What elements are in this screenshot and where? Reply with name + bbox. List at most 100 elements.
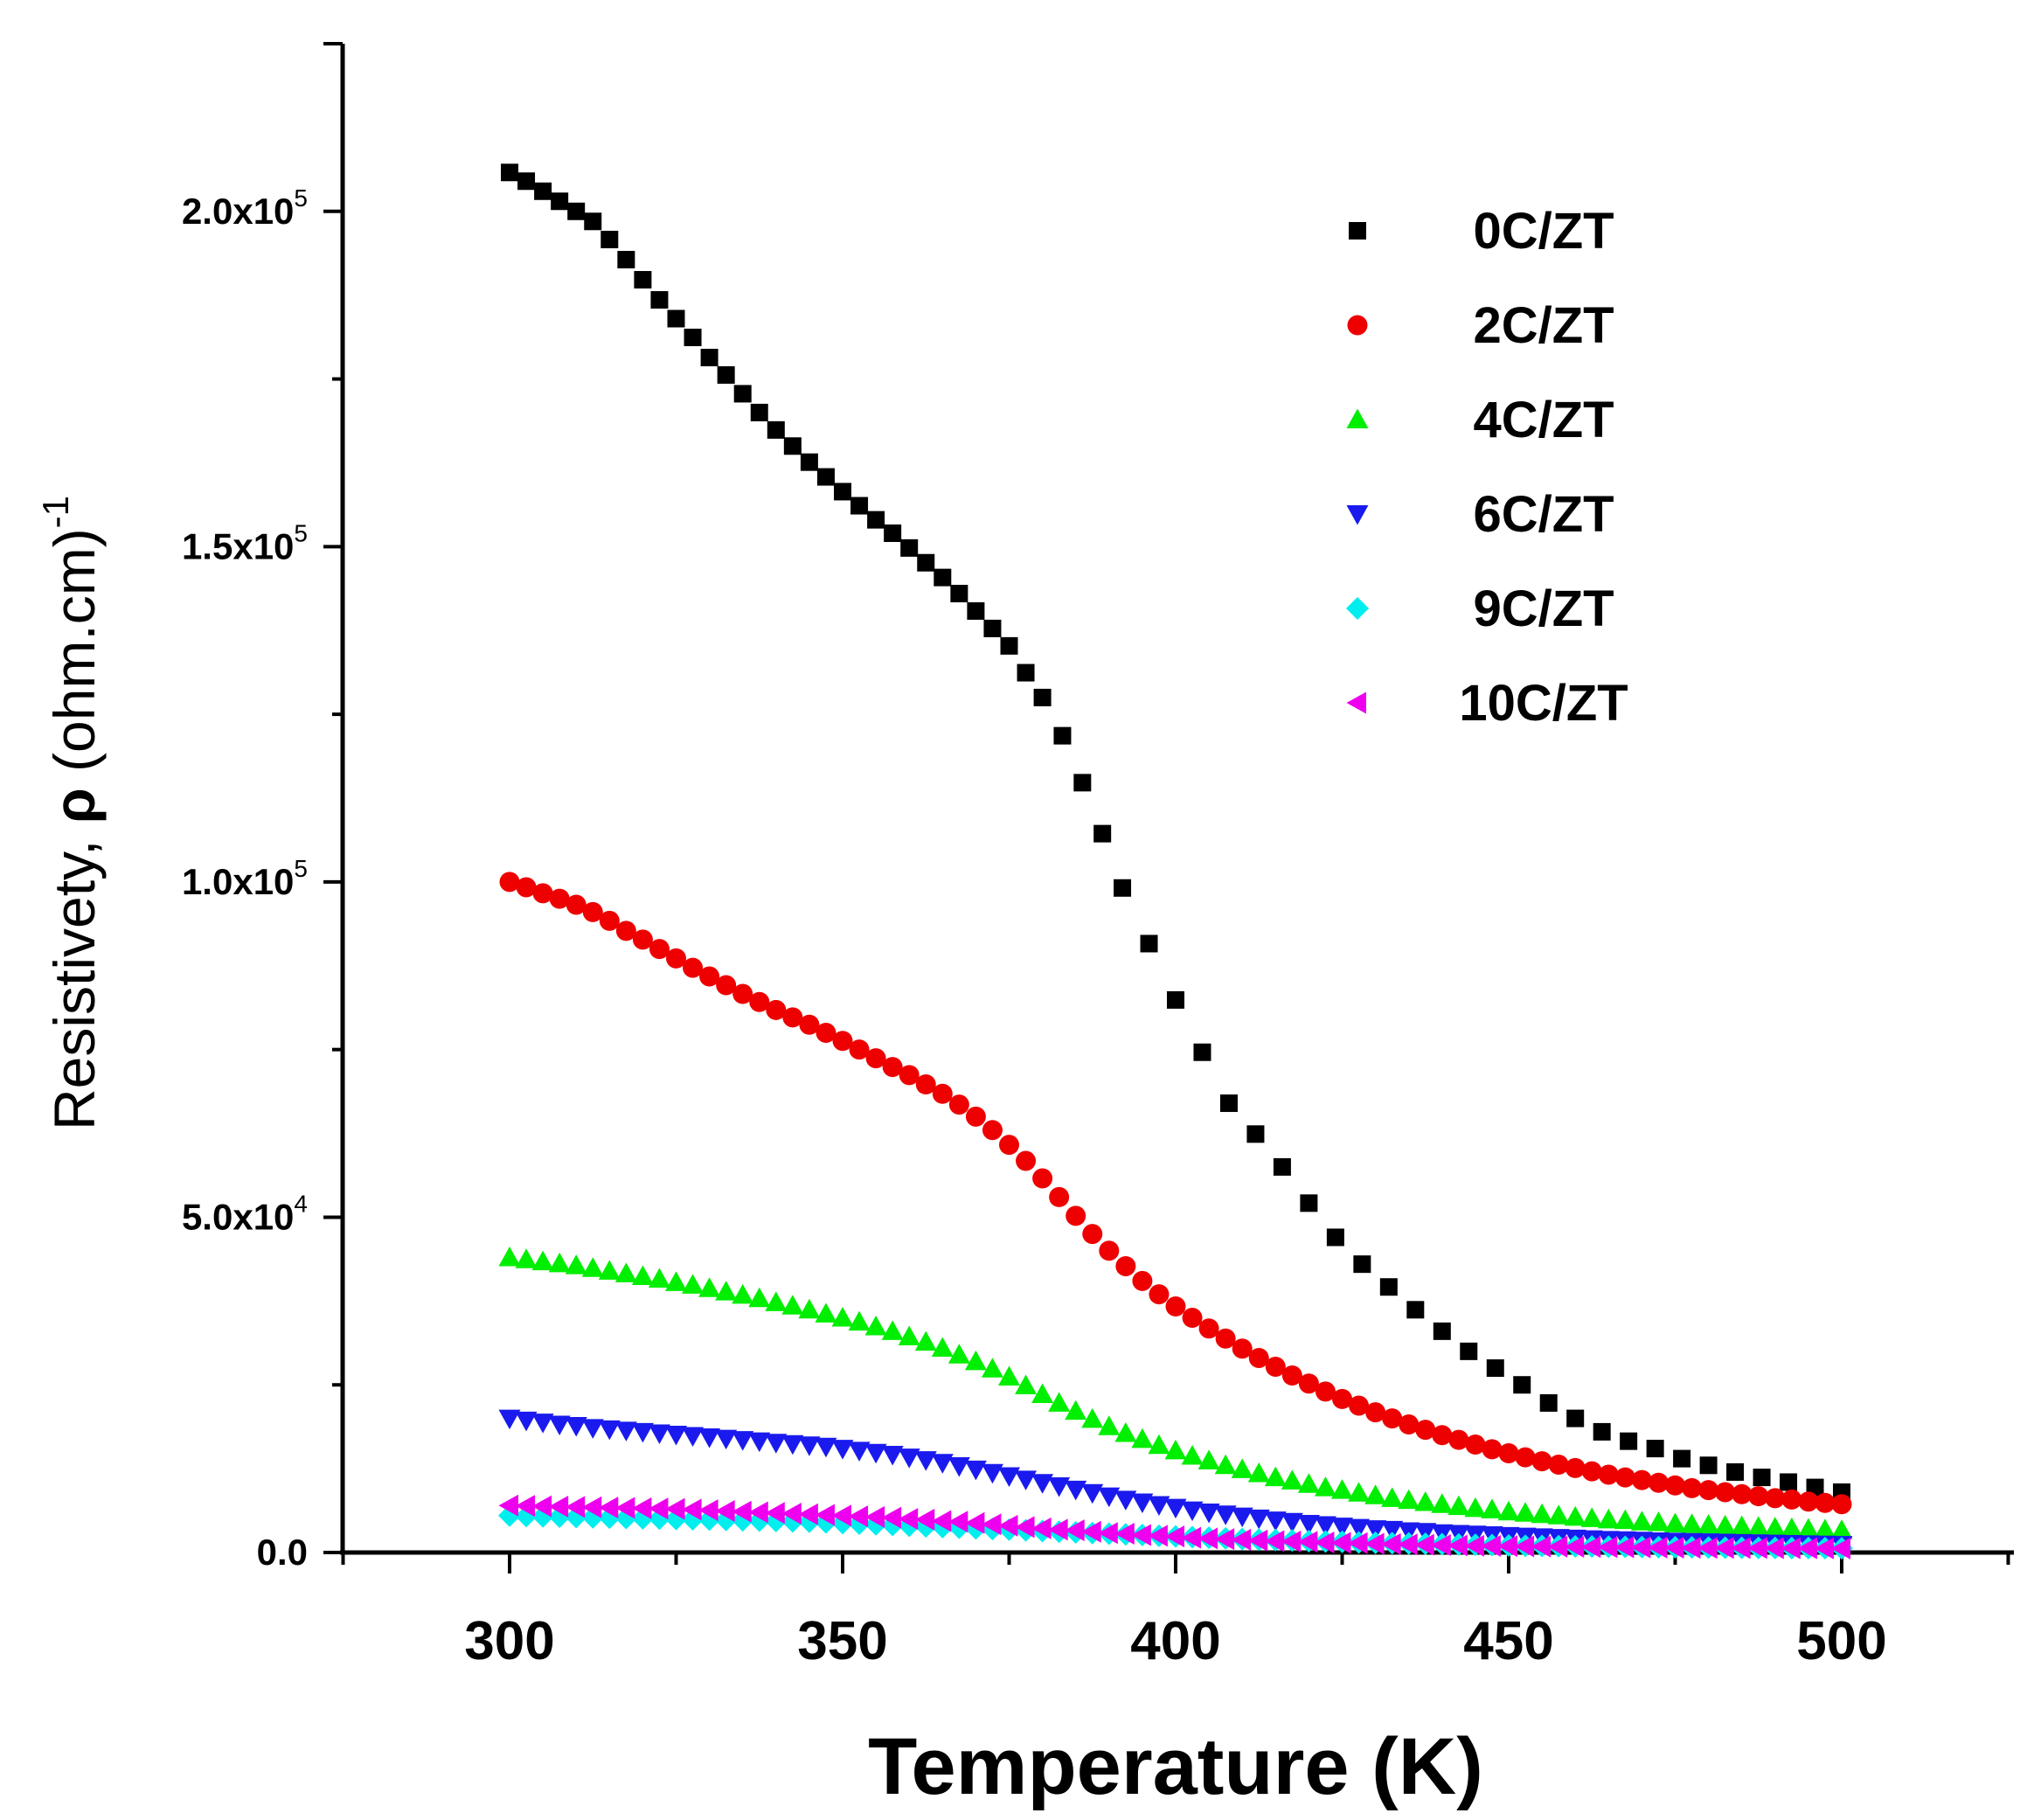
data-point <box>781 1434 804 1455</box>
data-point <box>1098 1415 1121 1435</box>
data-point <box>598 1497 619 1519</box>
data-point <box>1247 1529 1268 1552</box>
data-point <box>848 1441 871 1462</box>
data-point <box>1273 1157 1291 1176</box>
data-point <box>1167 990 1184 1009</box>
data-point <box>834 483 851 501</box>
x-axis-label: Temperature (K) <box>868 1722 1483 1811</box>
data-point <box>1031 1517 1052 1539</box>
data-point <box>865 1048 886 1069</box>
data-point <box>1098 1522 1118 1545</box>
data-point <box>1331 1479 1353 1499</box>
data-point <box>1697 1537 1718 1560</box>
data-point <box>582 901 603 922</box>
data-point <box>683 957 704 978</box>
data-point <box>798 1436 821 1456</box>
data-point <box>1715 1482 1736 1503</box>
data-point <box>1000 636 1018 655</box>
data-point <box>881 1446 904 1466</box>
data-point <box>1165 1296 1186 1316</box>
data-point <box>1580 1536 1601 1559</box>
data-point <box>1231 1528 1252 1551</box>
data-point <box>898 1448 920 1469</box>
y-axis-label: Resistivety, ρ (ohm.cm)-1 <box>35 496 107 1130</box>
data-point <box>1297 1531 1318 1553</box>
data-point <box>884 524 902 542</box>
data-point <box>517 172 536 191</box>
data-point <box>1049 1186 1070 1207</box>
data-point <box>598 1260 621 1280</box>
data-point <box>599 910 620 931</box>
data-point <box>1314 1476 1336 1497</box>
data-point <box>1547 1504 1570 1525</box>
data-point <box>967 601 985 620</box>
data-point <box>1514 1535 1535 1558</box>
data-point <box>1830 1519 1853 1539</box>
data-point <box>1814 1537 1834 1560</box>
data-point <box>1348 1532 1368 1554</box>
data-point <box>648 1497 669 1520</box>
data-point <box>948 1457 970 1477</box>
data-point <box>1181 1526 1202 1549</box>
data-point <box>1797 1518 1820 1539</box>
data-point <box>682 1427 705 1448</box>
data-point <box>1681 1513 1704 1533</box>
data-point <box>1131 1524 1151 1546</box>
data-point <box>1093 824 1112 843</box>
data-point <box>1448 1429 1469 1450</box>
data-point <box>1219 1094 1238 1113</box>
data-point <box>1297 1473 1320 1493</box>
data-point <box>565 1254 587 1275</box>
data-point <box>748 1501 768 1524</box>
data-point <box>783 437 802 455</box>
tick-labels: 300 350 400 450 500 0.0 5.0x104 1.0x105 1.5x105 2… <box>182 184 1887 1671</box>
data-point <box>1164 1439 1187 1460</box>
data-point <box>815 1504 835 1526</box>
data-point <box>1065 1519 1085 1542</box>
y-axis-label-exponent: -1 <box>35 496 76 528</box>
data-point <box>1246 1125 1265 1143</box>
data-point <box>531 1414 554 1434</box>
data-point <box>1017 663 1035 682</box>
data-point <box>1132 1270 1153 1291</box>
data-point <box>1630 1536 1651 1559</box>
data-point <box>531 1495 552 1518</box>
data-point <box>1065 1480 1087 1501</box>
data-point <box>565 1417 587 1437</box>
data-point <box>1164 1498 1187 1519</box>
data-point <box>899 1065 920 1086</box>
data-point <box>1048 1518 1068 1541</box>
data-point <box>1814 1518 1836 1539</box>
data-point <box>1353 1255 1371 1274</box>
data-point <box>766 999 787 1020</box>
legend-marker <box>1347 315 1368 336</box>
data-point <box>1198 1318 1219 1339</box>
data-point <box>900 538 919 557</box>
data-point <box>1598 1464 1619 1485</box>
data-point <box>1747 1516 1770 1536</box>
data-point <box>516 877 537 898</box>
data-point <box>716 975 737 996</box>
data-point <box>1031 1383 1054 1403</box>
data-point <box>682 1274 705 1294</box>
data-point <box>1314 1516 1336 1537</box>
data-point <box>1181 1445 1204 1465</box>
y-tick-label: 0.0 <box>257 1532 308 1573</box>
data-point <box>1381 1532 1401 1555</box>
y-tick-label: 2.0x105 <box>182 184 308 232</box>
data-point <box>1465 1434 1486 1455</box>
data-point <box>715 1499 735 1522</box>
data-point <box>1831 1494 1852 1515</box>
data-point <box>649 939 670 960</box>
data-point <box>531 1250 554 1271</box>
data-point <box>700 349 718 367</box>
data-point <box>1614 1509 1636 1530</box>
data-point <box>915 1074 936 1095</box>
data-point <box>1247 1509 1270 1530</box>
data-point <box>1131 1493 1154 1513</box>
data-point <box>567 202 586 220</box>
data-point <box>931 1510 952 1532</box>
data-point <box>1399 1414 1420 1434</box>
data-point <box>948 1511 968 1533</box>
data-point <box>648 1424 670 1444</box>
